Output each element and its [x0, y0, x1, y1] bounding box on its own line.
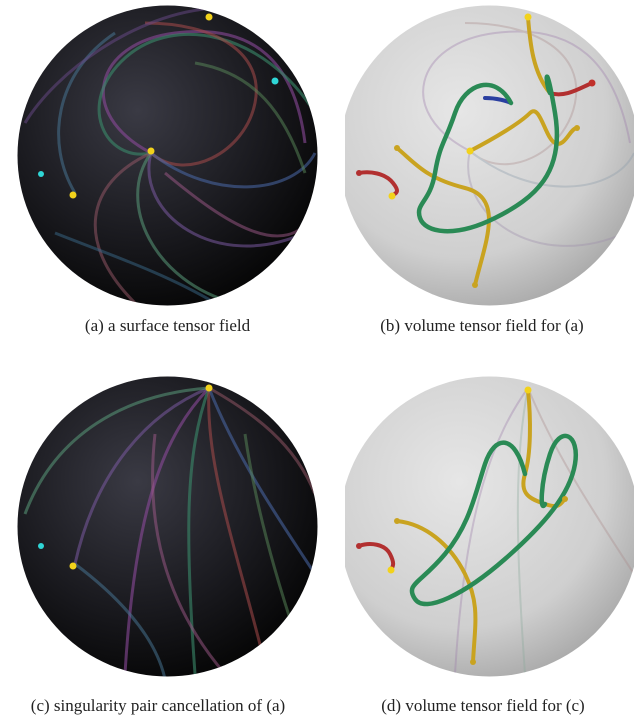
- streamline-texture: [23, 386, 317, 677]
- singular-lines: [357, 388, 579, 664]
- singularity-marker: [562, 496, 568, 502]
- singularity-marker: [271, 77, 279, 85]
- faint-streamlines: [454, 387, 634, 675]
- caption-a: (a) a surface tensor field: [84, 316, 251, 335]
- light-sphere: [345, 5, 634, 306]
- singularity-marker: [69, 191, 77, 199]
- caption-d: (d) volume tensor field for (c): [381, 696, 585, 715]
- sphere-image-b: [345, 5, 634, 306]
- singular-lines: [357, 15, 594, 287]
- singularity-marker: [524, 13, 532, 21]
- singularity-marker: [388, 192, 396, 200]
- caption-c: (c) singularity pair cancellation of (a): [30, 696, 286, 715]
- faint-streamlines: [422, 22, 634, 247]
- panel-c-singularity-pair-cancellation: [15, 374, 320, 679]
- dark-sphere: [17, 376, 318, 677]
- singularity-marker: [394, 518, 400, 524]
- sphere-image-c: [17, 376, 318, 677]
- singularity-marker: [524, 386, 532, 394]
- singularity-marker: [472, 282, 478, 288]
- singularity-marker: [466, 147, 474, 155]
- singularity-marker: [69, 562, 77, 570]
- singularity-marker: [38, 171, 44, 177]
- caption-b: (b) volume tensor field for (a): [380, 316, 584, 335]
- line-endpoints: [356, 13, 596, 288]
- singularity-marker: [588, 79, 596, 87]
- line-endpoints: [356, 386, 568, 665]
- light-sphere: [345, 376, 634, 677]
- singularity-marker: [205, 13, 213, 21]
- sphere-image-a: [17, 5, 318, 306]
- panel-b-volume-tensor-field: [345, 3, 634, 308]
- singularity-marker: [356, 543, 362, 549]
- sphere-image-d: [345, 376, 634, 677]
- singularity-marker: [394, 145, 400, 151]
- singularity-marker: [38, 543, 44, 549]
- singularity-marker: [470, 659, 476, 665]
- singularity-marker: [205, 384, 213, 392]
- singularity-marker: [356, 170, 362, 176]
- singularity-marker: [147, 147, 155, 155]
- panel-d-volume-tensor-field: [345, 374, 634, 679]
- singularity-marker: [574, 125, 580, 131]
- panel-a-surface-tensor-field: [15, 3, 320, 308]
- dark-sphere: [17, 5, 318, 306]
- singularity-marker: [387, 566, 395, 574]
